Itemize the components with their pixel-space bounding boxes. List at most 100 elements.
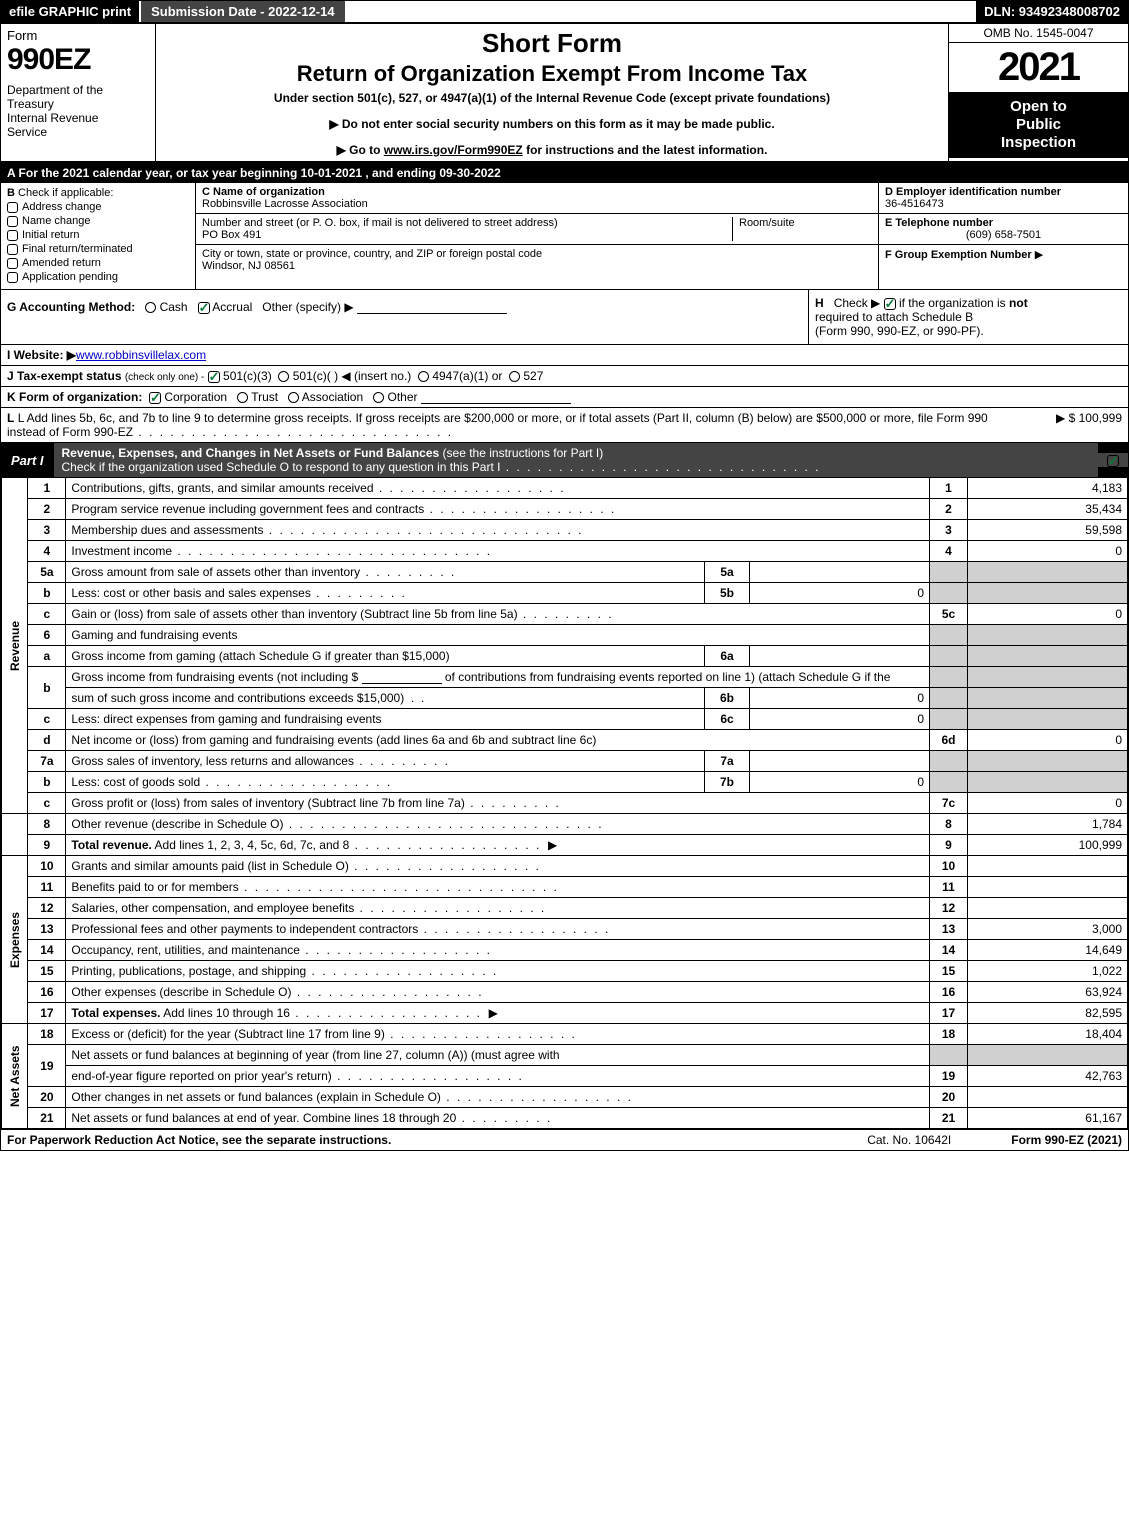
part-1-table: Revenue 1 Contributions, gifts, grants, … bbox=[1, 477, 1128, 1129]
row-g: G Accounting Method: Cash Accrual Other … bbox=[1, 290, 808, 344]
line-6d: d Net income or (loss) from gaming and f… bbox=[2, 730, 1128, 751]
org-city: Windsor, NJ 08561 bbox=[202, 260, 295, 272]
tax-year: 2021 bbox=[949, 43, 1128, 92]
val-5b: 0 bbox=[750, 583, 930, 604]
val-6d: 0 bbox=[968, 730, 1128, 751]
line-18: Net Assets 18 Excess or (deficit) for th… bbox=[2, 1024, 1128, 1045]
line-10: Expenses 10 Grants and similar amounts p… bbox=[2, 856, 1128, 877]
j-sub: (check only one) - bbox=[125, 372, 204, 383]
chk-amended-return[interactable]: Amended return bbox=[7, 257, 189, 269]
room-suite-label: Room/suite bbox=[732, 217, 872, 241]
val-20 bbox=[968, 1087, 1128, 1108]
line-19a: 19 Net assets or fund balances at beginn… bbox=[2, 1045, 1128, 1066]
efile-print[interactable]: efile GRAPHIC print bbox=[1, 1, 139, 22]
val-4: 0 bbox=[968, 541, 1128, 562]
val-2: 35,434 bbox=[968, 499, 1128, 520]
k-label: K Form of organization: bbox=[7, 390, 142, 404]
radio-trust[interactable] bbox=[237, 392, 248, 403]
chk-corporation[interactable] bbox=[149, 392, 161, 404]
box-b: B Check if applicable: Address change Na… bbox=[1, 183, 196, 289]
val-6c: 0 bbox=[750, 709, 930, 730]
radio-527[interactable] bbox=[509, 371, 520, 382]
val-3: 59,598 bbox=[968, 520, 1128, 541]
val-7b: 0 bbox=[750, 772, 930, 793]
row-l: L L Add lines 5b, 6c, and 7b to line 9 t… bbox=[1, 408, 1128, 443]
h-txt3: if the organization is bbox=[899, 296, 1006, 310]
section-bcd: B Check if applicable: Address change Na… bbox=[1, 183, 1128, 290]
line-8: 8 Other revenue (describe in Schedule O)… bbox=[2, 814, 1128, 835]
line-7b: b Less: cost of goods sold 7b 0 bbox=[2, 772, 1128, 793]
line-6a: a Gross income from gaming (attach Sched… bbox=[2, 646, 1128, 667]
form-title: Return of Organization Exempt From Incom… bbox=[164, 61, 940, 87]
omb-number: OMB No. 1545-0047 bbox=[949, 24, 1128, 43]
chk-schedule-o-part1[interactable] bbox=[1107, 455, 1119, 467]
row-k: K Form of organization: Corporation Trus… bbox=[1, 387, 1128, 408]
chk-initial-return[interactable]: Initial return bbox=[7, 229, 189, 241]
val-5a bbox=[750, 562, 930, 583]
e-tel-label: E Telephone number bbox=[885, 217, 993, 229]
top-bar: efile GRAPHIC print Submission Date - 20… bbox=[1, 1, 1128, 24]
form-number: 990EZ bbox=[7, 43, 149, 77]
form-header: Form 990EZ Department of theTreasuryInte… bbox=[1, 24, 1128, 163]
line-16: 16 Other expenses (describe in Schedule … bbox=[2, 982, 1128, 1003]
box-c: C Name of organization Robbinsville Lacr… bbox=[196, 183, 878, 289]
line-6b: b Gross income from fundraising events (… bbox=[2, 667, 1128, 688]
k-other-input[interactable] bbox=[421, 390, 571, 404]
row-j: J Tax-exempt status (check only one) - 5… bbox=[1, 366, 1128, 387]
h-letter: H bbox=[815, 296, 824, 310]
line-5b: b Less: cost or other basis and sales ex… bbox=[2, 583, 1128, 604]
val-11 bbox=[968, 877, 1128, 898]
val-9: 100,999 bbox=[968, 835, 1128, 856]
website-link[interactable]: www.robbinsvillelax.com bbox=[76, 348, 206, 362]
c-city-label: City or town, state or province, country… bbox=[202, 248, 542, 260]
chk-application-pending[interactable]: Application pending bbox=[7, 271, 189, 283]
header-right: OMB No. 1545-0047 2021 Open toPublicInsp… bbox=[948, 24, 1128, 161]
val-10 bbox=[968, 856, 1128, 877]
chk-final-return[interactable]: Final return/terminated bbox=[7, 243, 189, 255]
irs-link[interactable]: www.irs.gov/Form990EZ bbox=[384, 143, 523, 157]
row-i: I Website: ▶www.robbinsvillelax.com bbox=[1, 345, 1128, 366]
chk-schedule-b-not-required[interactable] bbox=[884, 298, 896, 310]
revenue-vlabel: Revenue bbox=[2, 478, 28, 814]
line-13: 13 Professional fees and other payments … bbox=[2, 919, 1128, 940]
g-other-input[interactable] bbox=[357, 300, 507, 314]
val-14: 14,649 bbox=[968, 940, 1128, 961]
line-3: 3 Membership dues and assessments 3 59,5… bbox=[2, 520, 1128, 541]
val-19: 42,763 bbox=[968, 1066, 1128, 1087]
line-14: 14 Occupancy, rent, utilities, and maint… bbox=[2, 940, 1128, 961]
val-6a bbox=[750, 646, 930, 667]
dln: DLN: 93492348008702 bbox=[976, 1, 1128, 22]
radio-4947[interactable] bbox=[418, 371, 429, 382]
radio-association[interactable] bbox=[288, 392, 299, 403]
radio-accrual[interactable] bbox=[198, 302, 210, 314]
b-letter: B bbox=[7, 187, 15, 199]
6b-contrib-input[interactable] bbox=[362, 670, 442, 684]
footer-formref: Form 990-EZ (2021) bbox=[1011, 1133, 1122, 1147]
radio-501c[interactable] bbox=[278, 371, 289, 382]
dept-text: Department of theTreasuryInternal Revenu… bbox=[7, 83, 149, 139]
g-other: Other (specify) ▶ bbox=[262, 300, 353, 314]
line-17: 17 Total expenses. Add lines 10 through … bbox=[2, 1003, 1128, 1024]
line-21: 21 Net assets or fund balances at end of… bbox=[2, 1108, 1128, 1129]
chk-name-change[interactable]: Name change bbox=[7, 215, 189, 227]
val-16: 63,924 bbox=[968, 982, 1128, 1003]
chk-501c3[interactable] bbox=[208, 371, 220, 383]
expenses-vlabel: Expenses bbox=[2, 856, 28, 1024]
i-label: I Website: ▶ bbox=[7, 348, 76, 362]
line-7c: c Gross profit or (loss) from sales of i… bbox=[2, 793, 1128, 814]
radio-cash[interactable] bbox=[145, 302, 156, 313]
line-15: 15 Printing, publications, postage, and … bbox=[2, 961, 1128, 982]
val-12 bbox=[968, 898, 1128, 919]
radio-other-org[interactable] bbox=[373, 392, 384, 403]
h-txt5: (Form 990, 990-EZ, or 990-PF). bbox=[815, 324, 984, 338]
l-amount: ▶ $ 100,999 bbox=[1002, 411, 1122, 439]
page-footer: For Paperwork Reduction Act Notice, see … bbox=[1, 1129, 1128, 1150]
row-gh: G Accounting Method: Cash Accrual Other … bbox=[1, 290, 1128, 345]
c-street-label: Number and street (or P. O. box, if mail… bbox=[202, 217, 558, 229]
val-13: 3,000 bbox=[968, 919, 1128, 940]
line-6b-2: sum of such gross income and contributio… bbox=[2, 688, 1128, 709]
f-arrow: ▶ bbox=[1035, 249, 1043, 261]
line-2: 2 Program service revenue including gove… bbox=[2, 499, 1128, 520]
chk-address-change[interactable]: Address change bbox=[7, 201, 189, 213]
form-word: Form bbox=[7, 28, 149, 43]
